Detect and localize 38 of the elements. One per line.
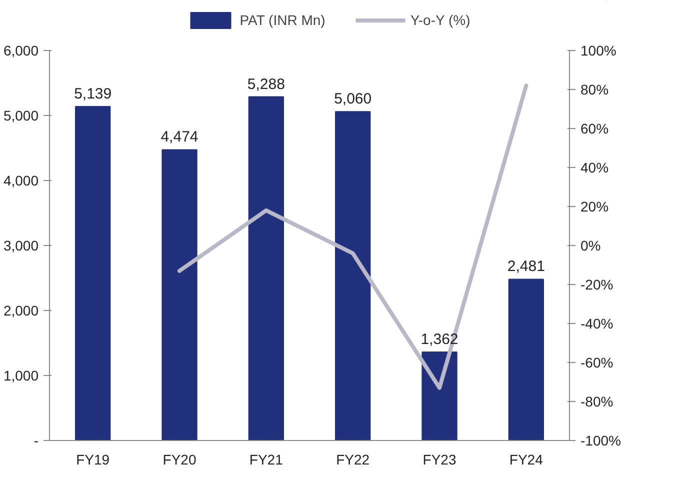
data-label: 5,288 xyxy=(247,76,285,93)
y2-tick-label: 0% xyxy=(580,238,601,254)
y2-tick-label: -20% xyxy=(580,276,614,292)
legend-label: Y-o-Y (%) xyxy=(410,12,470,28)
y-tick-label: - xyxy=(34,432,39,448)
y-tick-label: 3,000 xyxy=(3,238,39,254)
y2-tick-label: -100% xyxy=(580,432,621,448)
data-label: 2,481 xyxy=(507,258,545,276)
y-tick-label: 5,000 xyxy=(3,108,39,124)
legend-label: PAT (INR Mn) xyxy=(240,12,326,28)
y2-tick-label: 100% xyxy=(580,42,616,58)
bar xyxy=(422,351,458,440)
x-tick-label: FY24 xyxy=(509,452,544,468)
y2-tick-label: 40% xyxy=(580,160,609,176)
y2-tick-label: -60% xyxy=(580,354,614,370)
data-label: 4,474 xyxy=(160,128,198,146)
y2-tick-label: 60% xyxy=(580,120,609,136)
x-tick-label: FY20 xyxy=(162,452,196,468)
bar xyxy=(75,106,111,440)
y-tick-label: 6,000 xyxy=(3,42,39,58)
data-label: 5,139 xyxy=(74,85,112,102)
x-tick-label: FY23 xyxy=(422,452,456,468)
y-tick-label: 4,000 xyxy=(3,172,39,188)
data-label: 1,362 xyxy=(420,330,458,348)
x-tick-label: FY21 xyxy=(249,452,284,468)
data-label: 5,060 xyxy=(334,90,372,108)
bar xyxy=(335,111,371,440)
x-tick-label: FY22 xyxy=(336,452,370,468)
y2-tick-label: 20% xyxy=(580,198,609,214)
bar xyxy=(248,96,284,440)
x-tick-label: FY19 xyxy=(76,452,110,468)
y2-tick-label: -80% xyxy=(580,394,614,410)
y2-tick-label: -40% xyxy=(580,316,614,332)
y-tick-label: 1,000 xyxy=(3,368,39,384)
bar xyxy=(162,149,198,440)
y-tick-label: 2,000 xyxy=(3,302,39,318)
y2-tick-label: 80% xyxy=(580,82,609,98)
bar xyxy=(508,278,544,440)
